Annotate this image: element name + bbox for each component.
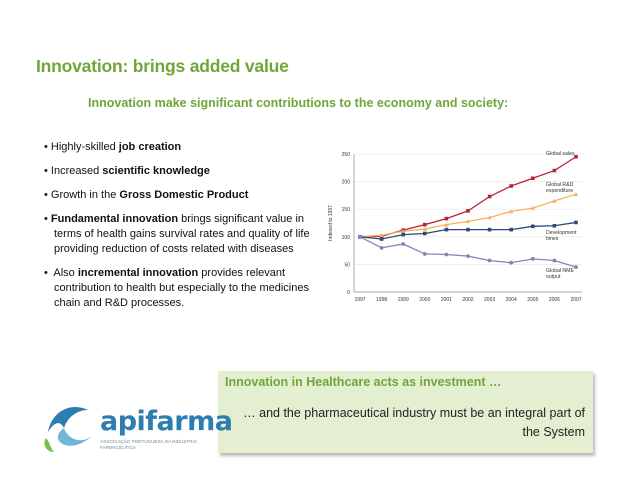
data-point [531,224,535,229]
data-point [574,220,578,225]
series-line [359,156,577,238]
slide-subtitle: Innovation make significant contribution… [88,96,509,110]
data-point [379,245,384,250]
x-tick-label: 2001 [441,297,452,303]
logo-wordmark: apifarma [100,406,233,437]
x-tick-label: 1997 [354,297,365,303]
apifarma-logo: apifarma ASSOCIAÇÃO PORTUGUESA DA INDÚST… [38,388,233,462]
bullet-item: Highly-skilled job creation [44,140,324,155]
y-tick-label: 50 [344,262,350,268]
data-point [552,258,557,263]
callout-heading: Innovation in Healthcare acts as investm… [225,375,502,389]
series-label: Development times [546,230,577,242]
data-point [465,219,471,224]
data-point [401,232,405,237]
data-point [487,215,492,220]
data-point [487,194,492,199]
series-label: Global sales [546,151,575,157]
x-tick-label: 2004 [506,297,517,303]
data-point [487,227,492,232]
bullet-list: Highly-skilled job creation Increased sc… [44,140,324,320]
series-label: Global NME output [546,268,575,280]
series-line [359,236,577,268]
data-point [444,222,449,227]
callout-body: … and the pharmaceutical industry must b… [243,406,585,439]
data-point [379,237,384,241]
series-label-line: output [546,274,561,280]
data-point [574,154,578,159]
y-tick-label: 100 [342,235,351,241]
series-label-line: Global R&D [546,182,574,188]
bullet-item: Fundamental innovation brings significan… [44,212,324,257]
data-point [487,258,492,263]
data-point [466,254,470,259]
callout-box: Innovation in Healthcare acts as investm… [218,371,593,453]
data-point [358,234,362,239]
x-tick-label: 2006 [549,297,560,303]
data-point [423,222,427,227]
data-point [552,168,557,173]
logo-subtext: ASSOCIAÇÃO PORTUGUESA DA INDÚSTRIA FARMA… [100,439,197,450]
x-tick-label: 2005 [527,297,538,303]
data-point [401,242,406,246]
data-point [423,231,427,236]
series-label-line: Global sales [546,151,575,157]
data-point [509,260,514,265]
x-tick-label: 2002 [462,297,473,303]
data-point [530,205,535,210]
y-tick-label: 0 [347,290,350,296]
data-point [379,232,384,237]
y-tick-label: 200 [342,180,351,186]
data-point [509,209,514,214]
apifarma-mark-icon [44,406,92,452]
y-tick-label: 150 [342,207,351,213]
data-point [552,198,557,203]
series-label-line: expenditure [546,188,573,194]
x-tick-label: 2007 [570,297,581,303]
slide-title: Innovation: brings added value [36,56,289,76]
series-label-line: Development [546,230,577,236]
data-point [401,229,406,234]
bullet-item: Also incremental innovation provides rel… [44,266,324,311]
data-point [509,184,513,188]
x-tick-label: 1998 [376,297,387,303]
data-point [574,265,578,270]
x-tick-label: 1999 [398,297,409,303]
data-point [509,227,513,232]
innovation-line-chart: 0 50 100 150 200 250 1997 1998 1999 2000 2001 2002 2… [328,151,582,303]
data-point [444,227,449,232]
y-tick-label: 250 [342,152,351,158]
data-point [573,192,579,197]
bullet-item: Growth in the Gross Domestic Product [44,188,324,203]
data-point [444,252,449,257]
data-point [422,252,427,256]
data-point [531,176,535,181]
y-axis-label: Indexed to 1997 [328,205,334,241]
series-label-line: Global NME [546,268,575,274]
data-point [552,223,557,228]
bullet-item: Increased scientific knowledge [44,164,324,179]
data-point [422,226,427,231]
data-point [466,209,470,213]
series-label-line: times [546,236,559,242]
data-point [466,227,470,232]
x-tick-label: 2000 [419,297,430,303]
data-point [530,256,535,261]
series-label: Global R&D expenditure [546,182,574,194]
data-point [444,216,449,221]
x-tick-label: 2003 [484,297,495,303]
